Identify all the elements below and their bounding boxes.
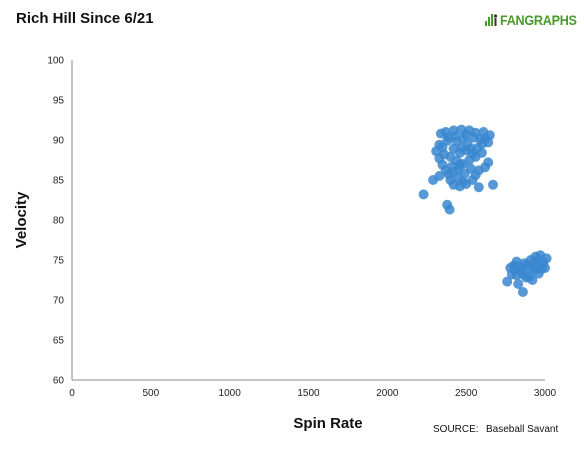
y-tick-labels: 60 65 70 75 80 85 90 95 100 bbox=[47, 56, 64, 387]
y-tick-label: 60 bbox=[53, 376, 65, 387]
scatter-point bbox=[517, 287, 528, 297]
y-tick-label: 65 bbox=[53, 336, 65, 347]
scatter-point bbox=[473, 182, 484, 193]
x-tick-label: 3000 bbox=[534, 388, 557, 399]
scatter-point bbox=[443, 132, 454, 143]
y-tick-label: 90 bbox=[53, 136, 65, 147]
scatter-point bbox=[524, 271, 535, 282]
scatter-point bbox=[444, 204, 455, 215]
x-tick-label: 500 bbox=[142, 388, 159, 399]
scatter-point bbox=[458, 176, 468, 187]
scatter-point bbox=[483, 157, 494, 168]
x-tick-labels: 0 500 1000 1500 2000 2500 3000 bbox=[69, 388, 556, 399]
scatter-point bbox=[448, 167, 459, 177]
fangraphs-logo-icon bbox=[485, 14, 498, 26]
y-tick-label: 70 bbox=[53, 296, 65, 307]
y-tick-label: 75 bbox=[53, 256, 65, 267]
scatter-point bbox=[476, 147, 487, 158]
x-tick-label: 0 bbox=[69, 388, 75, 399]
x-tick-label: 1500 bbox=[297, 388, 320, 399]
fangraphs-logo-text: FANGRAPHS bbox=[500, 12, 577, 28]
scatter-point bbox=[514, 261, 525, 272]
scatter-point bbox=[454, 159, 465, 170]
x-tick-label: 2000 bbox=[376, 388, 399, 399]
fangraphs-logo: FANGRAPHS bbox=[484, 12, 584, 28]
scatter-point bbox=[437, 142, 448, 153]
x-tick-label: 2500 bbox=[455, 388, 478, 399]
scatter-point bbox=[465, 143, 476, 154]
chart-title: Rich Hill Since 6/21 bbox=[16, 10, 154, 27]
x-tick-label: 1000 bbox=[219, 388, 242, 399]
source-label: SOURCE: bbox=[433, 424, 479, 435]
x-axis-title: Spin Rate bbox=[293, 415, 362, 432]
scatter-point bbox=[465, 163, 476, 174]
y-tick-label: 80 bbox=[53, 216, 65, 227]
scatter-point bbox=[536, 263, 547, 274]
scatter-points-group bbox=[418, 124, 552, 297]
y-tick-label: 95 bbox=[53, 96, 65, 107]
scatter-point bbox=[511, 270, 522, 281]
scatter-point bbox=[418, 189, 429, 200]
scatter-point bbox=[475, 134, 486, 145]
scatter-point bbox=[456, 143, 467, 153]
scatter-point bbox=[502, 276, 513, 287]
scatter-point bbox=[461, 129, 472, 140]
source-name: Baseball Savant bbox=[486, 424, 558, 435]
scatter-point bbox=[533, 255, 544, 265]
scatter-point bbox=[488, 179, 498, 190]
y-tick-label: 85 bbox=[53, 176, 65, 187]
scatter-point bbox=[513, 279, 524, 289]
y-axis-title: Velocity bbox=[13, 191, 30, 248]
y-tick-label: 100 bbox=[47, 56, 64, 67]
scatter-point bbox=[541, 253, 552, 264]
